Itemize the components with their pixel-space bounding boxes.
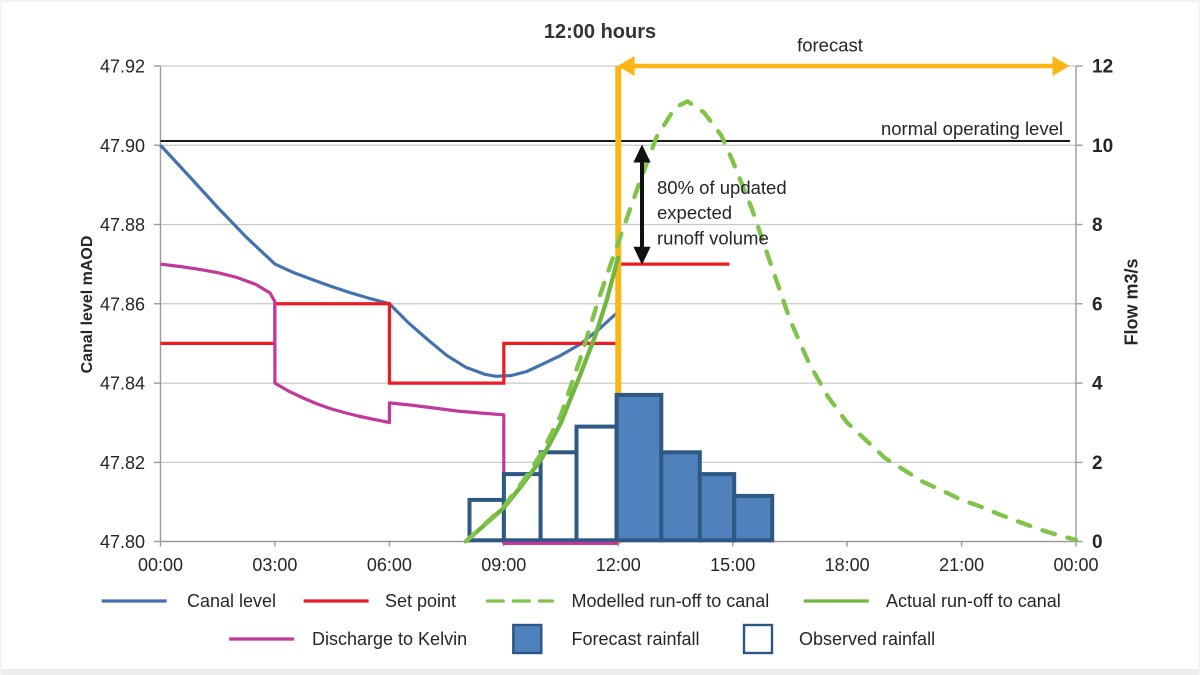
svg-text:Set point: Set point: [385, 591, 456, 611]
svg-text:00:00: 00:00: [138, 555, 183, 575]
svg-text:47.82: 47.82: [100, 453, 145, 473]
svg-text:Modelled run-off to canal: Modelled run-off to canal: [572, 591, 770, 611]
svg-text:03:00: 03:00: [252, 555, 297, 575]
svg-text:2: 2: [1092, 453, 1103, 474]
svg-text:8: 8: [1092, 215, 1103, 236]
svg-text:47.80: 47.80: [100, 532, 145, 552]
svg-text:06:00: 06:00: [367, 555, 412, 575]
svg-text:6: 6: [1092, 294, 1103, 315]
svg-text:47.86: 47.86: [100, 294, 145, 314]
svg-text:47.88: 47.88: [100, 215, 145, 235]
svg-text:18:00: 18:00: [825, 555, 870, 575]
svg-text:Flow m3/s: Flow m3/s: [1121, 258, 1141, 345]
svg-text:12:00: 12:00: [596, 555, 641, 575]
svg-text:12:00 hours: 12:00 hours: [544, 21, 656, 43]
svg-text:Forecast rainfall: Forecast rainfall: [572, 629, 700, 649]
svg-text:runoff volume: runoff volume: [657, 228, 769, 249]
svg-text:forecast: forecast: [797, 35, 863, 56]
svg-text:15:00: 15:00: [710, 555, 755, 575]
svg-text:Discharge to Kelvin: Discharge to Kelvin: [312, 629, 467, 649]
svg-text:00:00: 00:00: [1053, 555, 1098, 575]
svg-text:Observed rainfall: Observed rainfall: [799, 629, 935, 649]
svg-text:12: 12: [1092, 57, 1113, 78]
svg-text:Actual run-off to canal: Actual run-off to canal: [886, 591, 1061, 611]
svg-text:Canal level mAOD: Canal level mAOD: [79, 236, 96, 374]
svg-text:47.90: 47.90: [100, 136, 145, 156]
svg-text:0: 0: [1092, 532, 1103, 553]
svg-text:47.84: 47.84: [100, 374, 145, 394]
svg-text:expected: expected: [657, 202, 732, 223]
svg-text:80% of updated: 80% of updated: [657, 177, 787, 198]
svg-text:10: 10: [1092, 136, 1113, 157]
svg-text:09:00: 09:00: [481, 555, 526, 575]
svg-text:4: 4: [1092, 374, 1103, 395]
svg-text:47.92: 47.92: [100, 57, 145, 77]
svg-text:normal operating level: normal operating level: [881, 118, 1063, 139]
svg-text:Canal level: Canal level: [187, 591, 276, 611]
svg-text:21:00: 21:00: [939, 555, 984, 575]
